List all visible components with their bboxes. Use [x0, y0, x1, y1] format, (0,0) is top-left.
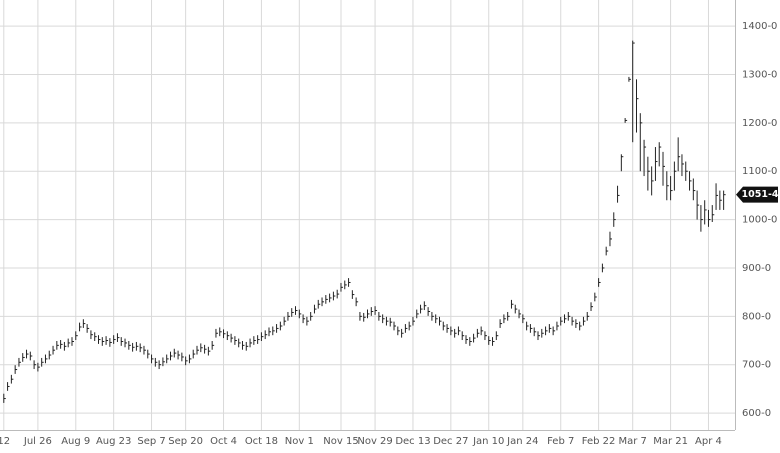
x-tick-label: Nov 1	[285, 436, 314, 447]
y-tick-label: 800-0	[742, 311, 771, 322]
y-tick-label: 1100-0	[742, 166, 777, 177]
y-tick-label: 600-0	[742, 408, 771, 419]
x-tick-label: Jul 26	[23, 436, 52, 447]
x-tick-label: Feb 7	[547, 436, 574, 447]
x-tick-label: Jan 10	[472, 436, 504, 447]
y-tick-label: 1200-0	[742, 118, 777, 129]
x-tick-label: Nov 15	[323, 436, 358, 447]
x-tick-label: Nov 29	[357, 436, 392, 447]
y-tick-label: 700-0	[742, 360, 771, 371]
x-tick-label: Sep 20	[168, 436, 203, 447]
y-tick-label: 1400-0	[742, 21, 777, 32]
y-tick-label: 1300-0	[742, 69, 777, 80]
x-tick-label: Oct 18	[245, 436, 278, 447]
x-tick-label: Mar 7	[618, 436, 646, 447]
x-tick-label: Dec 27	[433, 436, 468, 447]
x-tick-label: Mar 21	[653, 436, 688, 447]
last-price-badge	[736, 186, 778, 203]
x-tick-label: Sep 7	[137, 436, 165, 447]
x-tick-label: Jan 24	[506, 436, 538, 447]
x-tick-label: Aug 9	[61, 436, 90, 447]
x-tick-label: Dec 13	[395, 436, 430, 447]
x-tick-label: 12	[0, 436, 10, 447]
x-tick-label: Aug 23	[96, 436, 131, 447]
x-tick-label: Apr 4	[695, 436, 722, 447]
y-tick-label: 1000-0	[742, 215, 777, 226]
y-tick-label: 900-0	[742, 263, 771, 274]
x-tick-label: Feb 22	[582, 436, 616, 447]
last-price-label: 1051-4	[742, 189, 779, 200]
x-tick-label: Oct 4	[210, 436, 237, 447]
